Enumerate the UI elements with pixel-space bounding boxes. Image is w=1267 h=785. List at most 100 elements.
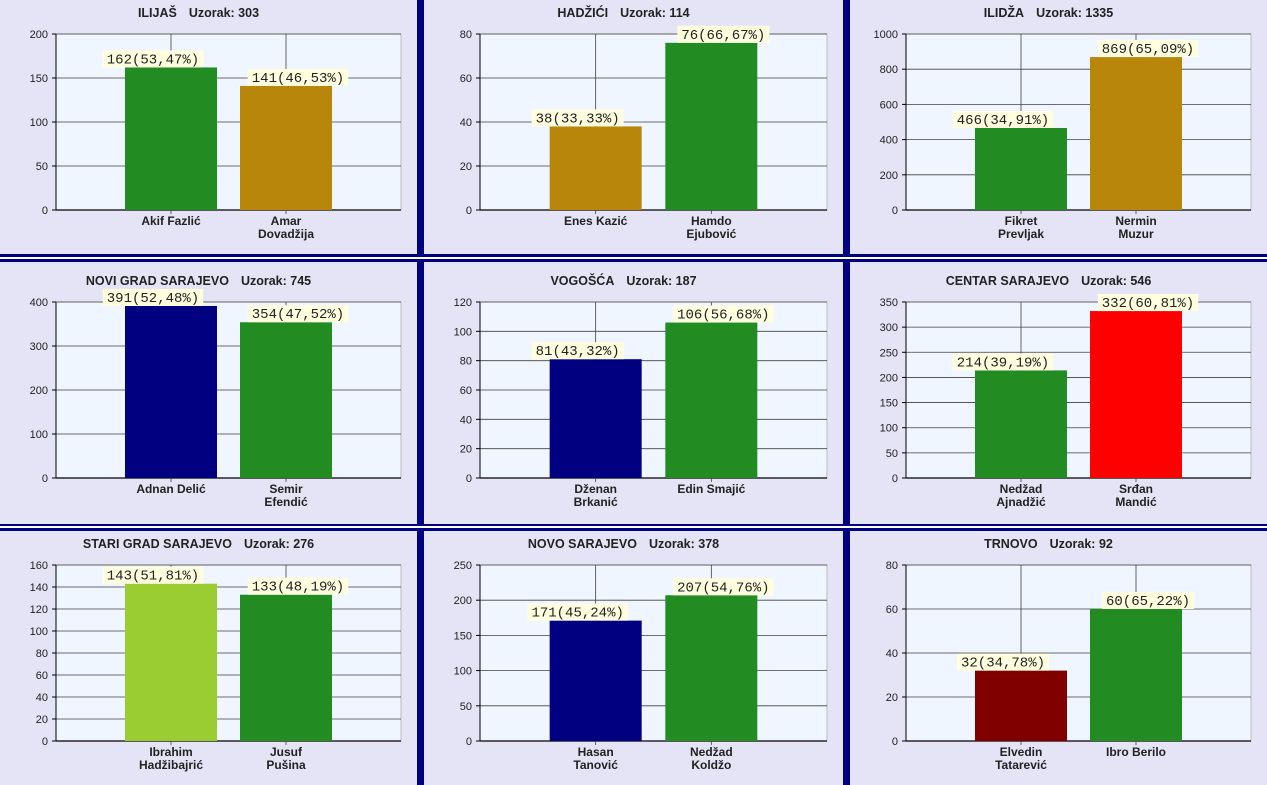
x-tick-label: Nermin bbox=[1115, 214, 1156, 228]
data-label: 391(52,48%) bbox=[107, 291, 199, 307]
y-tick-label: 0 bbox=[466, 205, 472, 217]
bar-chart: TRNOVO Uzorak: 92 0 20 40 60 80 ElvedinTatarevi… bbox=[886, 537, 1252, 772]
x-tick-label: Edin Smajić bbox=[677, 482, 745, 496]
sample-size: Uzorak: 114 bbox=[620, 6, 690, 20]
chart-panel: ILIJAŠ Uzorak: 303 0 50 100 150 200 Akif Fazlić… bbox=[0, 0, 417, 254]
row-separator bbox=[0, 526, 1267, 528]
data-label: 869(65,09%) bbox=[1102, 42, 1194, 58]
y-tick-label: 80 bbox=[886, 560, 898, 572]
data-label-bg bbox=[527, 603, 628, 621]
y-tick-label: 0 bbox=[892, 736, 898, 748]
bar bbox=[549, 359, 642, 478]
bar bbox=[549, 620, 642, 741]
y-tick-label: 150 bbox=[30, 73, 48, 85]
plot-area bbox=[479, 564, 828, 742]
sample-size: Uzorak: 303 bbox=[189, 6, 259, 20]
data-label: 133(48,19%) bbox=[252, 580, 344, 596]
bar bbox=[665, 42, 758, 210]
bar bbox=[240, 85, 332, 210]
y-tick-label: 0 bbox=[466, 473, 472, 485]
bar bbox=[549, 126, 642, 210]
y-tick-label: 50 bbox=[460, 701, 472, 713]
data-label-bg bbox=[531, 342, 624, 360]
chart-panel: VOGOŠĆA Uzorak: 187 0 20 40 60 80 100 120 Dženan B… bbox=[424, 262, 843, 524]
y-tick-label: 400 bbox=[30, 297, 48, 309]
x-tick-label: Muzur bbox=[1118, 227, 1154, 241]
data-label: 106(56,68%) bbox=[677, 308, 769, 324]
bar-chart: CENTAR SARAJEVO Uzorak: 546 0 50 100 150 200 25… bbox=[880, 274, 1252, 509]
y-tick-label: 50 bbox=[886, 448, 898, 460]
y-tick-label: 150 bbox=[880, 398, 898, 410]
bar-chart: VOGOŠĆA Uzorak: 187 0 20 40 60 80 100 120 DženanB… bbox=[454, 273, 828, 509]
chart-title: NOVO SARAJEVO Uzorak: 378 bbox=[528, 537, 719, 551]
x-tick-label: Akif Fazlić bbox=[141, 214, 201, 228]
sample-size: Uzorak: 187 bbox=[626, 274, 696, 288]
y-tick-label: 20 bbox=[36, 714, 48, 726]
bar-chart: STARI GRAD SARAJEVO Uzorak: 276 0 20 40 60 80 1… bbox=[30, 537, 402, 772]
chart-panel: NOVO SARAJEVO Uzorak: 378 0 50 100 150 200 250 H… bbox=[424, 531, 843, 785]
data-label: 143(51,81%) bbox=[107, 569, 199, 585]
sample-size: Uzorak: 92 bbox=[1050, 537, 1113, 551]
x-tick-label: Brkanić bbox=[574, 495, 618, 509]
y-tick-label: 0 bbox=[42, 736, 48, 748]
x-tick-label: Tanović bbox=[573, 758, 618, 772]
data-label-bg bbox=[957, 653, 1049, 671]
region-name: HADŽIĆI bbox=[557, 5, 608, 20]
y-tick-label: 20 bbox=[460, 161, 472, 173]
y-tick-label: 200 bbox=[30, 29, 48, 41]
bar-chart: HADŽIĆI Uzorak: 114 0 20 40 60 80 Enes Kazić 38(… bbox=[460, 5, 828, 241]
region-name: STARI GRAD SARAJEVO bbox=[83, 537, 232, 551]
y-tick-label: 60 bbox=[36, 670, 48, 682]
chart-title: NOVI GRAD SARAJEVO Uzorak: 745 bbox=[86, 274, 311, 288]
chart-panel: TRNOVO Uzorak: 92 0 20 40 60 80 Elvedin Tatarevi… bbox=[850, 531, 1267, 785]
bar-chart: NOVI GRAD SARAJEVO Uzorak: 745 0 100 200 300 4… bbox=[30, 274, 402, 509]
data-label-bg bbox=[673, 305, 774, 323]
chart-title: HADŽIĆI Uzorak: 114 bbox=[557, 5, 689, 20]
x-tick-label: Srđan bbox=[1119, 482, 1153, 496]
y-tick-label: 0 bbox=[892, 205, 898, 217]
sample-size: Uzorak: 378 bbox=[649, 537, 719, 551]
x-tick-label: Elvedin bbox=[1000, 745, 1043, 759]
data-label-bg bbox=[102, 288, 204, 306]
bar-chart: ILIDŽA Uzorak: 1335 0 200 400 600 800 1000 Fikre… bbox=[874, 5, 1252, 241]
sample-size: Uzorak: 546 bbox=[1081, 274, 1151, 288]
x-tick-label: Semir bbox=[269, 482, 303, 496]
y-tick-label: 40 bbox=[460, 414, 472, 426]
y-tick-label: 60 bbox=[886, 604, 898, 616]
chart-title: STARI GRAD SARAJEVO Uzorak: 276 bbox=[83, 537, 314, 551]
bar bbox=[1090, 57, 1182, 210]
region-name: NOVI GRAD SARAJEVO bbox=[86, 274, 229, 288]
y-tick-label: 300 bbox=[30, 341, 48, 353]
y-tick-label: 80 bbox=[460, 356, 472, 368]
bar bbox=[125, 305, 217, 478]
bar bbox=[1090, 609, 1182, 741]
data-label-bg bbox=[102, 50, 204, 68]
data-label-bg bbox=[952, 353, 1054, 371]
x-tick-label: Mandić bbox=[1115, 495, 1157, 509]
y-tick-label: 100 bbox=[454, 326, 472, 338]
y-tick-label: 200 bbox=[454, 595, 472, 607]
x-tick-label: Ibro Berilo bbox=[1106, 745, 1166, 759]
y-tick-label: 100 bbox=[30, 626, 48, 638]
chart-title: CENTAR SARAJEVO Uzorak: 546 bbox=[946, 274, 1152, 288]
bar bbox=[1090, 311, 1182, 478]
region-name: CENTAR SARAJEVO bbox=[946, 274, 1070, 288]
y-tick-label: 20 bbox=[460, 444, 472, 456]
y-tick-label: 350 bbox=[880, 297, 898, 309]
bar bbox=[975, 370, 1067, 478]
chart-panel: ILIDŽA Uzorak: 1335 0 200 400 600 800 1000 Fikre… bbox=[850, 0, 1267, 254]
x-tick-label: Ibrahim bbox=[149, 745, 192, 759]
x-tick-label: Pušina bbox=[266, 758, 306, 772]
chart-title: ILIDŽA Uzorak: 1335 bbox=[984, 5, 1113, 20]
y-tick-label: 80 bbox=[36, 648, 48, 660]
data-label: 332(60,81%) bbox=[1102, 296, 1194, 312]
chart-panel: STARI GRAD SARAJEVO Uzorak: 276 0 20 40 60 80 1… bbox=[0, 531, 417, 785]
bar-chart: ILIJAŠ Uzorak: 303 0 50 100 150 200 Akif Fazlić… bbox=[30, 5, 402, 241]
y-tick-label: 80 bbox=[460, 29, 472, 41]
sample-size: Uzorak: 276 bbox=[244, 537, 314, 551]
y-tick-label: 250 bbox=[880, 347, 898, 359]
y-tick-label: 60 bbox=[460, 385, 472, 397]
chart-panel: CENTAR SARAJEVO Uzorak: 546 0 50 100 150 200 25… bbox=[850, 262, 1267, 524]
bar bbox=[975, 670, 1067, 741]
x-tick-label: Ajnadžić bbox=[996, 495, 1046, 509]
